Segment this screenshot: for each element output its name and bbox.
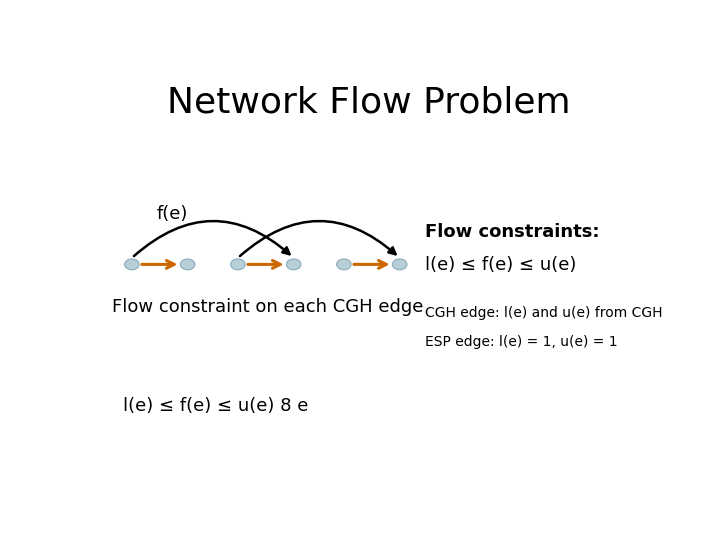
FancyArrowPatch shape: [134, 221, 289, 256]
Circle shape: [287, 259, 301, 270]
Text: Flow constraints:: Flow constraints:: [425, 223, 599, 241]
Circle shape: [125, 259, 139, 270]
Text: Flow constraint on each CGH edge: Flow constraint on each CGH edge: [112, 298, 423, 316]
Text: l(e) ≤ f(e) ≤ u(e): l(e) ≤ f(e) ≤ u(e): [425, 256, 576, 274]
Text: f(e): f(e): [157, 205, 189, 223]
Circle shape: [181, 259, 195, 270]
Circle shape: [337, 259, 351, 270]
Circle shape: [392, 259, 407, 270]
Circle shape: [230, 259, 245, 270]
FancyArrowPatch shape: [240, 221, 395, 256]
Text: Network Flow Problem: Network Flow Problem: [167, 85, 571, 119]
Text: CGH edge: l(e) and u(e) from CGH: CGH edge: l(e) and u(e) from CGH: [425, 306, 662, 320]
Text: l(e) ≤ f(e) ≤ u(e) 8 e: l(e) ≤ f(e) ≤ u(e) 8 e: [124, 397, 309, 415]
Text: ESP edge: l(e) = 1, u(e) = 1: ESP edge: l(e) = 1, u(e) = 1: [425, 335, 618, 349]
